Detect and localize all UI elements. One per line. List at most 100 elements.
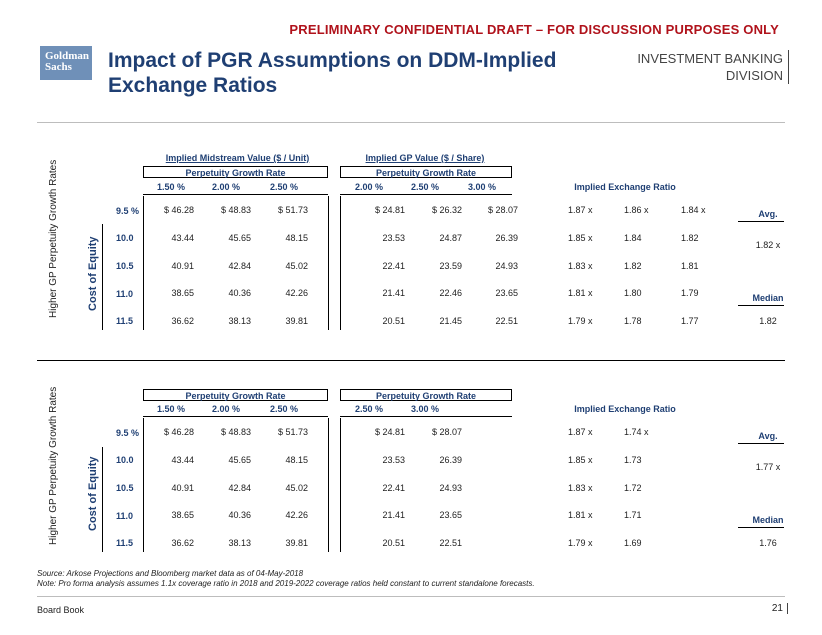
table1-median-value: 1.82 (759, 316, 777, 326)
table1-left-border (143, 196, 144, 330)
table1-ratio: 1.82 (624, 261, 642, 271)
table2-mid-rate-underline (143, 416, 328, 417)
goldman-sachs-logo: Goldman Sachs (40, 46, 92, 80)
table2-coe-label: Cost of Equity (87, 456, 99, 531)
confidential-banner: PRELIMINARY CONFIDENTIAL DRAFT – FOR DIS… (289, 22, 779, 37)
table1-ratio: 1.78 (624, 316, 642, 326)
table1-ratio: 1.86 x (624, 205, 649, 215)
table2-median-value: 1.76 (759, 538, 777, 548)
table1-coe-value: 11.5 (116, 316, 134, 326)
table2-mid-rate: 2.50 % (270, 404, 299, 414)
table1-mid-cell: 40.91 (171, 261, 194, 271)
source-note: Source: Arkose Projections and Bloomberg… (37, 569, 304, 578)
table2-ratio: 1.73 (624, 455, 642, 465)
table1-ratio: 1.81 x (568, 288, 593, 298)
table2-gp-cell: 24.93 (439, 483, 462, 493)
table2-avg-value: 1.77 x (755, 462, 781, 472)
table2-gp-cell: 20.51 (382, 538, 405, 548)
table2-gp-pgr-box: Perpetuity Growth Rate (340, 389, 512, 401)
table2-ratio: 1.74 x (624, 427, 649, 437)
table2-ier-header: Implied Exchange Ratio (574, 404, 676, 414)
table1-mid-cell: 38.65 (171, 288, 194, 298)
table1-gp-cell: 22.51 (495, 316, 518, 326)
table1-gp-cell: 22.46 (439, 288, 462, 298)
table2-ratio: 1.71 (624, 510, 642, 520)
table2-mid-cell: $ 51.73 (277, 427, 308, 437)
table2-mid-border (328, 418, 329, 552)
table1-ratio: 1.77 (681, 316, 699, 326)
table2-mid-cell: 36.62 (171, 538, 194, 548)
table1-mid-cell: 42.26 (285, 288, 308, 298)
table2-mid-cell: 39.81 (285, 538, 308, 548)
table1-ratio: 1.84 (624, 233, 642, 243)
table2-gp-rate: 2.50 % (355, 404, 384, 414)
table2-mid-cell: 42.26 (285, 510, 308, 520)
table1-ratio: 1.79 x (568, 316, 593, 326)
table1-mid-rate: 1.50 % (157, 182, 186, 192)
table2-ratio: 1.79 x (568, 538, 593, 548)
table1-gp-cell: 23.59 (439, 261, 462, 271)
footer-board-book: Board Book (37, 605, 85, 615)
table1-gp-rate: 2.00 % (355, 182, 384, 192)
table1-gp-cell: 26.39 (495, 233, 518, 243)
table1-ratio: 1.81 (681, 261, 699, 271)
table1-mid-cell: 38.13 (228, 316, 251, 326)
table1-avg-value: 1.82 x (755, 240, 781, 250)
table1-gp-cell: 24.93 (495, 261, 518, 271)
table1-ratio: 1.87 x (568, 205, 593, 215)
table2-mid-cell: 38.13 (228, 538, 251, 548)
table1-gp-rate: 3.00 % (468, 182, 497, 192)
table1-gp-cell: 22.41 (382, 261, 405, 271)
table2-median-underline (738, 527, 784, 528)
table1-gp-cell: $ 24.81 (374, 205, 405, 215)
page-title: Impact of PGR Assumptions on DDM-Implied… (108, 49, 557, 97)
table1-mid-cell: 40.36 (228, 288, 251, 298)
table2-left-border (143, 418, 144, 552)
page-number: 21 (772, 603, 788, 614)
table1-gp-cell: 21.41 (382, 288, 405, 298)
table1-gp-cell: 24.87 (439, 233, 462, 243)
table2-mid-rate: 1.50 % (157, 404, 186, 414)
table2-mid-cell: $ 46.28 (163, 427, 194, 437)
table2-mid-cell: 43.44 (171, 455, 194, 465)
table2-coe-value: 11.0 (116, 511, 134, 521)
table1-midstream-header: Implied Midstream Value ($ / Unit) (165, 153, 310, 163)
table2-mid-cell: 45.02 (285, 483, 308, 493)
table2-ratio: 1.83 x (568, 483, 593, 493)
table1-mid-cell: 42.84 (228, 261, 251, 271)
table2-gp-rate: 3.00 % (411, 404, 440, 414)
table1-gp-cell: $ 28.07 (487, 205, 518, 215)
division-line-1: INVESTMENT BANKING (637, 51, 783, 66)
table1-ier-header: Implied Exchange Ratio (574, 182, 676, 192)
table2-gp-cell: 22.41 (382, 483, 405, 493)
logo-line-1: Goldman (45, 50, 90, 62)
table1-median-underline (738, 305, 784, 306)
table2-gp-cell: $ 24.81 (374, 427, 405, 437)
table1-side-label: Higher GP Perpetuity Growth Rates (48, 159, 59, 318)
logo-line-2: Sachs (45, 61, 72, 73)
table1-ratio: 1.80 (624, 288, 642, 298)
table2-coe-value: 10.5 (116, 483, 134, 493)
table2-gp-cell: $ 28.07 (431, 427, 462, 437)
table1-mid-rate: 2.00 % (212, 182, 241, 192)
table2-gp-cell: 23.65 (439, 510, 462, 520)
table1-coe-value: 11.0 (116, 289, 134, 299)
table1-gp-cell: $ 26.32 (431, 205, 462, 215)
division-label: INVESTMENT BANKING DIVISION (637, 50, 789, 84)
table2-mid-cell: 42.84 (228, 483, 251, 493)
table1-coe-value: 10.5 (116, 261, 134, 271)
table1-mid-rate: 2.50 % (270, 182, 299, 192)
table2-mid-cell: 38.65 (171, 510, 194, 520)
table2-avg-underline (738, 443, 784, 444)
table2-mid-rate: 2.00 % (212, 404, 241, 414)
table2-coe-bracket (102, 447, 103, 552)
footer-divider (37, 596, 785, 597)
table2-coe-value: 10.0 (116, 455, 134, 465)
table1-mid-rate-underline (143, 194, 328, 195)
table1-ratio: 1.84 x (681, 205, 706, 215)
table2-mid-cell: 40.91 (171, 483, 194, 493)
table2-mid-cell: 45.65 (228, 455, 251, 465)
table2-ratio: 1.69 (624, 538, 642, 548)
table1-ratio: 1.83 x (568, 261, 593, 271)
table2-ratio: 1.72 (624, 483, 642, 493)
